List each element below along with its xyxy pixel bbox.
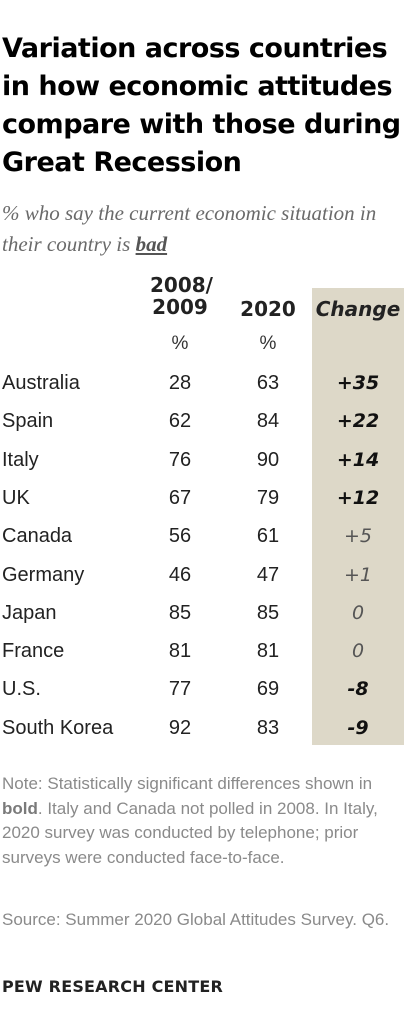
value-2020: 47	[256, 563, 280, 586]
value-2008-2009: 92	[168, 716, 192, 739]
column-header-2008-line2: 2009	[152, 295, 208, 319]
table-row: Japan 85 85 0	[0, 602, 404, 632]
country-label: Italy	[2, 448, 39, 471]
value-change: -9	[347, 716, 369, 739]
value-2008-2009: 28	[168, 372, 192, 394]
note-prefix: Note: Statistically significant differen…	[2, 774, 373, 793]
value-2020: 81	[256, 640, 280, 663]
country-label: Germany	[2, 563, 85, 586]
value-change: 0	[351, 640, 365, 663]
table-row: Italy 76 90 +14	[0, 449, 404, 479]
value-2020: 84	[256, 410, 280, 433]
table-row: Canada 56 61 +5	[0, 525, 404, 555]
note-bold-word: bold	[2, 798, 38, 818]
note-suffix: . Italy and Canada not polled in 2008. I…	[2, 798, 378, 867]
table-row: U.S. 77 69 -8	[0, 678, 404, 708]
chart-source: Source: Summer 2020 Global Attitudes Sur…	[2, 910, 390, 929]
value-change: +1	[343, 563, 372, 586]
value-2008-2009: 76	[168, 448, 192, 471]
column-header-2008-2009: 2008/ 2009	[150, 273, 213, 319]
table-row: Germany 46 47 +1	[0, 564, 404, 594]
column-header-2020: 2020	[240, 297, 296, 321]
column-header-change: Change	[315, 297, 401, 321]
value-2020: 90	[256, 448, 280, 471]
value-2020: 85	[256, 601, 280, 624]
unit-label-2008-2009: %	[171, 333, 189, 354]
value-2020: 69	[256, 678, 280, 701]
chart-subtitle: % who say the current economic situation…	[2, 198, 382, 260]
country-label: UK	[2, 486, 30, 509]
column-header-2008-line1: 2008/	[150, 273, 213, 297]
value-2020: 79	[256, 486, 280, 509]
subtitle-text: % who say the current economic situation…	[2, 201, 377, 256]
country-label: U.S.	[2, 678, 41, 701]
value-2020: 83	[256, 716, 280, 739]
country-label: Japan	[2, 601, 57, 624]
value-change: +22	[336, 410, 380, 433]
brand-logo-text: PEW RESEARCH CENTER	[2, 977, 224, 996]
value-2008-2009: 81	[168, 640, 192, 663]
country-label: Spain	[2, 410, 54, 433]
change-column-highlight	[312, 288, 404, 745]
table-row: South Korea 92 83 -9	[0, 717, 404, 747]
table-row: UK 67 79 +12	[0, 487, 404, 517]
value-2008-2009: 46	[168, 563, 192, 586]
subtitle-emphasis: bad	[135, 232, 168, 256]
chart-title: Variation across countries in how econom…	[2, 33, 401, 178]
table-row: Spain 62 84 +22	[0, 410, 404, 440]
country-label: France	[2, 640, 65, 663]
chart-note: Note: Statistically significant differen…	[2, 772, 397, 870]
value-2008-2009: 56	[168, 525, 192, 548]
table-row: Australia 28 63 +35	[0, 372, 404, 402]
value-change: -8	[347, 678, 369, 701]
value-2020: 61	[256, 525, 280, 548]
table-row: France 81 81 0	[0, 640, 404, 670]
country-label: Australia	[2, 372, 80, 394]
value-2008-2009: 62	[168, 410, 192, 433]
country-label: Canada	[2, 525, 73, 548]
value-change: +12	[336, 486, 380, 509]
value-2008-2009: 67	[168, 486, 192, 509]
value-change: +14	[336, 448, 380, 471]
value-2008-2009: 85	[168, 601, 192, 624]
unit-label-2020: %	[259, 333, 277, 354]
value-2020: 63	[256, 372, 280, 394]
country-label: South Korea	[2, 716, 114, 739]
value-2008-2009: 77	[168, 678, 192, 701]
value-change: +35	[336, 372, 380, 394]
value-change: 0	[351, 601, 365, 624]
value-change: +5	[343, 525, 372, 548]
